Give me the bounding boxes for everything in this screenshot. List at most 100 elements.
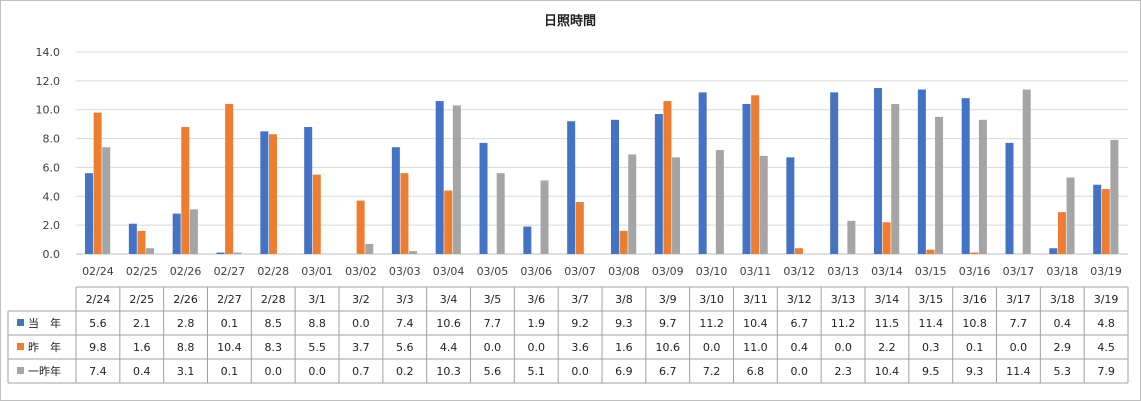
legend-label: 当 年 bbox=[28, 316, 61, 330]
bar-昨年-03/11 bbox=[751, 95, 760, 254]
y-tick-label: 2.0 bbox=[43, 219, 61, 232]
table-header-cell: 3/13 bbox=[831, 293, 856, 306]
bar-一昨年-03/09 bbox=[672, 157, 681, 254]
table-cell: 5.5 bbox=[308, 341, 326, 354]
bar-当年-03/04 bbox=[435, 101, 444, 254]
bar-当年-02/26 bbox=[172, 213, 181, 254]
x-tick-label: 02/26 bbox=[170, 265, 202, 278]
table-cell: 11.4 bbox=[919, 317, 944, 330]
table-cell: 0.0 bbox=[528, 341, 546, 354]
bar-一昨年-02/24 bbox=[102, 147, 111, 254]
table-cell: 5.6 bbox=[484, 365, 502, 378]
table-cell: 7.4 bbox=[396, 317, 414, 330]
bar-昨年-03/07 bbox=[575, 202, 584, 254]
table-cell: 5.6 bbox=[396, 341, 414, 354]
table-cell: 7.4 bbox=[89, 365, 107, 378]
table-cell: 5.1 bbox=[528, 365, 546, 378]
bar-一昨年-03/11 bbox=[759, 155, 768, 254]
bar-一昨年-03/18 bbox=[1066, 177, 1075, 254]
table-cell: 0.0 bbox=[1010, 341, 1028, 354]
y-tick-label: 6.0 bbox=[43, 161, 61, 174]
bar-一昨年-03/05 bbox=[496, 173, 505, 254]
table-header-cell: 2/27 bbox=[217, 293, 242, 306]
bar-当年-02/25 bbox=[128, 223, 137, 254]
bar-一昨年-02/27 bbox=[233, 252, 242, 254]
y-tick-label: 0.0 bbox=[43, 248, 61, 261]
bar-一昨年-03/02 bbox=[365, 243, 374, 254]
table-cell: 5.3 bbox=[1054, 365, 1072, 378]
bar-当年-03/05 bbox=[479, 142, 488, 254]
table-header-cell: 3/15 bbox=[918, 293, 943, 306]
x-tick-label: 03/10 bbox=[696, 265, 728, 278]
bar-当年-03/07 bbox=[567, 121, 576, 254]
bar-一昨年-03/10 bbox=[715, 150, 724, 254]
y-tick-label: 12.0 bbox=[36, 75, 61, 88]
legend-label: 昨 年 bbox=[28, 340, 61, 354]
bar-当年-02/28 bbox=[260, 131, 269, 254]
table-cell: 9.5 bbox=[922, 365, 940, 378]
table-cell: 0.1 bbox=[221, 317, 239, 330]
bar-一昨年-03/14 bbox=[891, 103, 900, 254]
table-cell: 3.7 bbox=[352, 341, 370, 354]
x-tick-label: 03/17 bbox=[1003, 265, 1035, 278]
table-cell: 4.5 bbox=[1097, 341, 1115, 354]
table-cell: 10.4 bbox=[875, 365, 900, 378]
bar-一昨年-03/19 bbox=[1110, 140, 1119, 254]
bar-当年-03/12 bbox=[786, 157, 795, 254]
bar-一昨年-03/03 bbox=[409, 251, 418, 254]
bar-昨年-02/27 bbox=[225, 103, 234, 254]
table-cell: 0.0 bbox=[484, 341, 502, 354]
bar-当年-03/14 bbox=[874, 88, 883, 254]
x-tick-label: 02/25 bbox=[126, 265, 158, 278]
table-cell: 1.6 bbox=[615, 341, 633, 354]
table-cell: 0.0 bbox=[834, 341, 852, 354]
table-cell: 11.2 bbox=[831, 317, 856, 330]
bar-当年-03/11 bbox=[742, 103, 751, 254]
table-cell: 10.6 bbox=[656, 341, 681, 354]
bar-一昨年-03/16 bbox=[978, 119, 987, 254]
table-cell: 9.8 bbox=[89, 341, 107, 354]
y-axis: 0.0 2.0 4.0 6.0 8.0 10.0 12.0 14.0 bbox=[36, 46, 61, 261]
bar-昨年-02/26 bbox=[181, 127, 190, 254]
y-tick-label: 8.0 bbox=[43, 133, 61, 146]
x-tick-label: 03/18 bbox=[1046, 265, 1078, 278]
table-cell: 10.4 bbox=[217, 341, 242, 354]
bar-昨年-03/01 bbox=[312, 174, 321, 254]
bar-昨年-03/18 bbox=[1057, 212, 1066, 254]
table-cell: 10.3 bbox=[436, 365, 461, 378]
table-header-cell: 3/8 bbox=[615, 293, 633, 306]
bar-当年-02/27 bbox=[216, 252, 225, 254]
bar-当年-03/19 bbox=[1093, 184, 1102, 254]
x-tick-label: 03/09 bbox=[652, 265, 684, 278]
table-header-cell: 3/19 bbox=[1094, 293, 1119, 306]
bar-当年-03/18 bbox=[1049, 248, 1058, 254]
table-cell: 2.3 bbox=[834, 365, 852, 378]
table-cell: 8.3 bbox=[265, 341, 283, 354]
bar-一昨年-03/17 bbox=[1022, 89, 1031, 254]
table-cell: 7.9 bbox=[1097, 365, 1115, 378]
bar-昨年-03/12 bbox=[794, 248, 803, 254]
x-tick-label: 03/11 bbox=[740, 265, 772, 278]
bar-一昨年-03/08 bbox=[628, 154, 637, 254]
x-tick-label: 03/01 bbox=[301, 265, 333, 278]
bar-一昨年-02/25 bbox=[146, 248, 155, 254]
bar-一昨年-02/26 bbox=[189, 209, 198, 254]
table-cell: 11.4 bbox=[1006, 365, 1031, 378]
table-cell: 0.2 bbox=[396, 365, 414, 378]
table-cell: 4.8 bbox=[1097, 317, 1115, 330]
x-axis: 02/24 02/25 02/26 02/27 02/28 03/01 03/02 03/03… bbox=[82, 265, 1122, 278]
bar-当年-03/10 bbox=[698, 92, 707, 255]
table-cell: 5.6 bbox=[89, 317, 107, 330]
table-cell: 7.7 bbox=[484, 317, 502, 330]
table-cell: 6.8 bbox=[747, 365, 765, 378]
table-header-cell: 2/25 bbox=[129, 293, 154, 306]
table-cell: 9.7 bbox=[659, 317, 677, 330]
table-cell: 0.1 bbox=[966, 341, 984, 354]
table-header-cell: 3/14 bbox=[875, 293, 900, 306]
bar-当年-02/24 bbox=[85, 173, 94, 254]
bar-昨年-03/08 bbox=[619, 230, 628, 254]
bar-昨年-02/25 bbox=[137, 230, 146, 254]
table-header-cell: 3/6 bbox=[527, 293, 545, 306]
table-header-cell: 2/24 bbox=[86, 293, 111, 306]
